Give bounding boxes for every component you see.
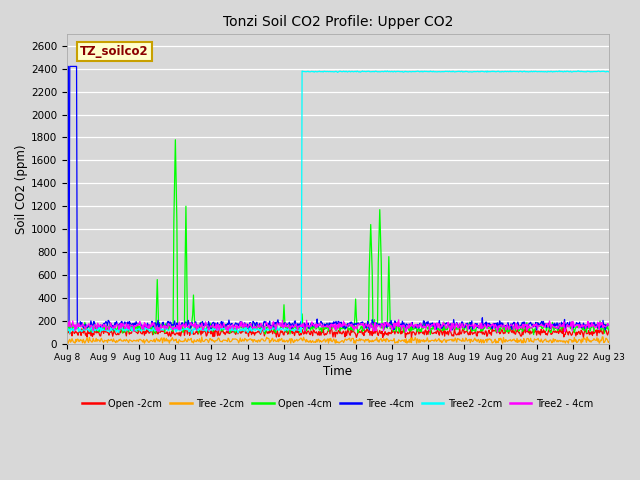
Y-axis label: Soil CO2 (ppm): Soil CO2 (ppm)	[15, 144, 28, 234]
Line: Tree -4cm: Tree -4cm	[67, 66, 609, 330]
Tree -2cm	[63, 340, 70, 346]
Open -2cm	[129, 327, 136, 333]
Tree2 -2cm	[605, 69, 613, 74]
Tree2 -2cm	[63, 324, 70, 329]
Tree2 - 4cm	[184, 324, 191, 329]
Open -4cm	[172, 137, 179, 143]
Open -4cm	[404, 325, 412, 331]
Tree -4cm	[63, 63, 71, 69]
Open -4cm	[129, 322, 136, 327]
Tree -4cm	[405, 323, 413, 329]
Open -2cm	[405, 331, 413, 336]
Tree -2cm	[598, 334, 606, 340]
Tree2 -2cm	[420, 68, 428, 74]
Tree -2cm	[184, 336, 192, 342]
Tree2 -2cm	[73, 325, 81, 331]
Open -4cm	[530, 332, 538, 337]
Tree2 - 4cm	[212, 321, 220, 326]
Tree2 - 4cm	[63, 324, 70, 330]
Tree -4cm	[605, 323, 613, 328]
Tree -2cm	[213, 338, 221, 344]
Tree -2cm	[605, 339, 613, 345]
Tree -2cm	[129, 338, 137, 344]
Tree2 -2cm	[574, 68, 582, 73]
Tree2 - 4cm	[420, 324, 428, 330]
Text: TZ_soilco2: TZ_soilco2	[80, 45, 149, 58]
Open -2cm	[421, 328, 429, 334]
Tree2 - 4cm	[404, 321, 412, 327]
Open -2cm	[353, 335, 360, 340]
Tree -4cm	[421, 321, 429, 327]
Title: Tonzi Soil CO2 Profile: Upper CO2: Tonzi Soil CO2 Profile: Upper CO2	[223, 15, 453, 29]
Open -2cm	[184, 331, 191, 337]
Open -4cm	[420, 319, 428, 325]
Tree2 -2cm	[188, 331, 196, 336]
Tree -4cm	[185, 320, 193, 325]
Open -2cm	[212, 327, 220, 333]
Tree2 - 4cm	[395, 317, 403, 323]
Open -2cm	[301, 324, 309, 329]
Tree -2cm	[420, 339, 428, 345]
Tree2 -2cm	[404, 69, 412, 75]
Tree -4cm	[63, 321, 70, 326]
Open -4cm	[63, 331, 70, 336]
Line: Tree2 -2cm: Tree2 -2cm	[67, 71, 609, 334]
Open -4cm	[213, 321, 221, 327]
Tree -4cm	[130, 325, 138, 331]
Line: Open -4cm: Open -4cm	[67, 140, 609, 335]
Open -4cm	[605, 327, 613, 333]
Line: Open -2cm: Open -2cm	[67, 326, 609, 337]
Tree2 -2cm	[184, 326, 191, 332]
Tree -4cm	[214, 320, 221, 325]
Line: Tree -2cm: Tree -2cm	[67, 337, 609, 343]
X-axis label: Time: Time	[323, 365, 353, 378]
Legend: Open -2cm, Tree -2cm, Open -4cm, Tree -4cm, Tree2 -2cm, Tree2 - 4cm: Open -2cm, Tree -2cm, Open -4cm, Tree -4…	[78, 395, 598, 413]
Tree2 - 4cm	[129, 322, 136, 328]
Tree2 - 4cm	[73, 326, 81, 332]
Line: Tree2 - 4cm: Tree2 - 4cm	[67, 320, 609, 332]
Tree -2cm	[404, 339, 412, 345]
Tree2 -2cm	[213, 327, 221, 333]
Open -2cm	[63, 326, 70, 332]
Tree -2cm	[74, 336, 81, 342]
Tree2 -2cm	[129, 328, 136, 334]
Tree2 - 4cm	[493, 329, 501, 335]
Open -2cm	[605, 326, 613, 332]
Open -4cm	[73, 326, 81, 332]
Tree -4cm	[74, 323, 81, 328]
Tree2 - 4cm	[605, 323, 613, 328]
Tree -4cm	[125, 327, 132, 333]
Tree -2cm	[71, 340, 79, 346]
Open -4cm	[184, 324, 192, 330]
Open -2cm	[73, 330, 81, 336]
